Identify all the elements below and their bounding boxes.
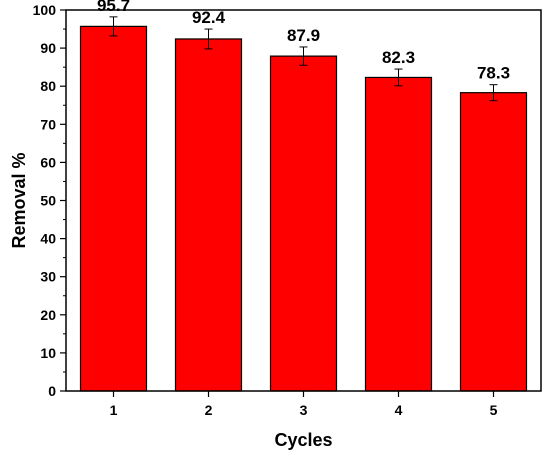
bar-cycle-3 — [271, 56, 337, 391]
x-tick-label: 5 — [490, 402, 498, 418]
bar-cycle-2 — [176, 39, 242, 391]
data-label-cycle-4: 82.3 — [382, 48, 415, 67]
bar-cycle-5 — [461, 93, 527, 391]
data-label-cycle-5: 78.3 — [477, 64, 510, 83]
y-tick-label: 40 — [40, 231, 56, 247]
y-tick-label: 80 — [40, 78, 56, 94]
y-tick-label: 90 — [40, 40, 56, 56]
x-tick-label: 4 — [395, 402, 403, 418]
x-tick-label: 1 — [110, 402, 118, 418]
y-axis-title: Removal % — [9, 152, 29, 248]
bars — [81, 26, 527, 391]
data-label-cycle-3: 87.9 — [287, 26, 320, 45]
y-tick-label: 50 — [40, 193, 56, 209]
data-label-cycle-2: 92.4 — [192, 8, 226, 27]
y-tick-label: 0 — [48, 383, 56, 399]
y-tick-label: 20 — [40, 307, 56, 323]
x-tick-label: 2 — [205, 402, 213, 418]
y-axis-ticks: 0 10 20 30 40 50 60 70 80 90 100 — [33, 2, 66, 399]
bar-cycle-4 — [366, 77, 432, 391]
y-tick-label: 10 — [40, 345, 56, 361]
x-axis-title: Cycles — [274, 430, 332, 450]
x-tick-label: 3 — [300, 402, 308, 418]
data-label-cycle-1: 95.7 — [97, 0, 130, 15]
y-tick-label: 60 — [40, 154, 56, 170]
y-tick-label: 70 — [40, 116, 56, 132]
y-tick-label: 100 — [33, 2, 57, 18]
bar-cycle-1 — [81, 26, 147, 391]
x-axis-ticks: 1 2 3 4 5 — [110, 391, 498, 418]
y-tick-label: 30 — [40, 269, 56, 285]
